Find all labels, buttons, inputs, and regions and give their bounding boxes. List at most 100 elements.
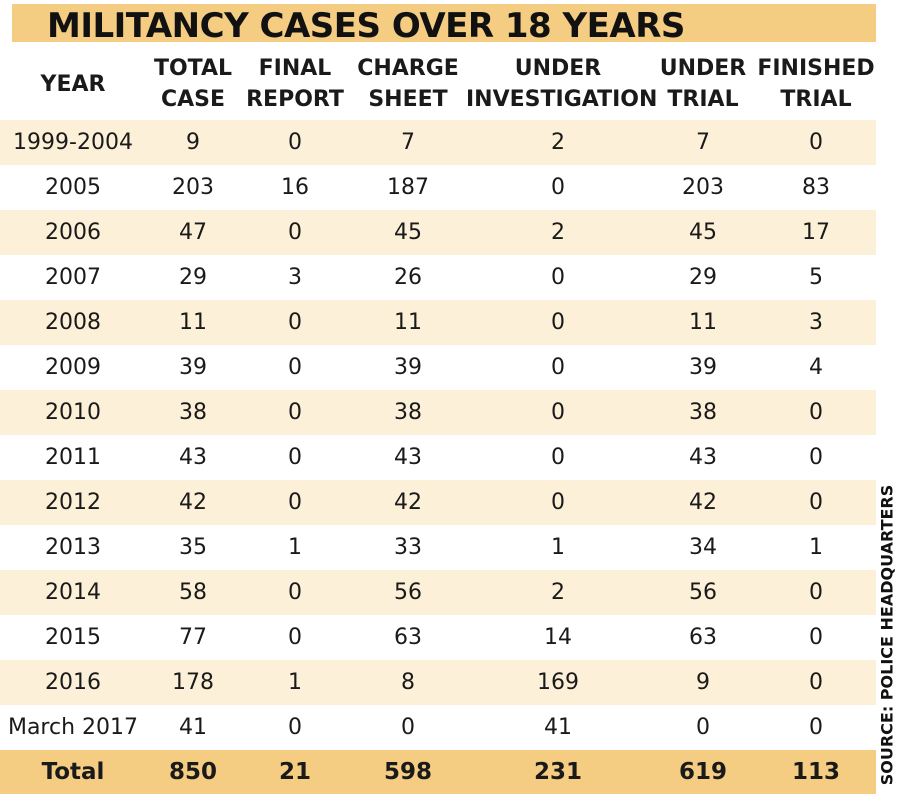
table-footer: Total 850 21 598 231 619 113 — [0, 750, 876, 794]
cell-year: 2009 — [45, 355, 101, 380]
column-header-under-trial: UNDER TRIAL — [659, 56, 747, 112]
cell-under-trial: 7 — [650, 120, 756, 165]
total-cell-year: Total — [0, 750, 146, 794]
page-title: MILITANCY CASES OVER 18 YEARS — [47, 6, 685, 46]
cell-charge-sheet: 63 — [394, 625, 422, 650]
table-row: 2014 58 0 56 2 56 0 — [0, 570, 876, 615]
cell-under-trial: 0 — [696, 715, 710, 740]
cell-year: 2015 — [45, 625, 101, 650]
cell-under-investigation: 2 — [466, 210, 650, 255]
cell-total-case: 35 — [179, 535, 207, 560]
cell-under-investigation: 41 — [544, 715, 572, 740]
cell-under-trial: 9 — [650, 660, 756, 705]
cell-under-investigation: 0 — [551, 175, 565, 200]
table-body: 1999-2004 9 0 7 2 7 0 2005 203 16 187 0 203 83 2006 47 0… — [0, 120, 876, 750]
cell-final-report: 0 — [288, 715, 302, 740]
total-cell-under-investigation: 231 — [466, 750, 650, 794]
source-credit: SOURCE: POLICE HEADQUARTERS — [874, 470, 900, 800]
cell-under-investigation: 0 — [551, 445, 565, 470]
cell-final-report: 0 — [240, 300, 350, 345]
cell-final-report: 1 — [240, 660, 350, 705]
cell-under-trial: 29 — [689, 265, 717, 290]
cell-finished-trial: 0 — [809, 625, 823, 650]
cell-under-investigation: 2 — [466, 570, 650, 615]
cell-finished-trial: 83 — [802, 175, 830, 200]
table-row: 2006 47 0 45 2 45 17 — [0, 210, 876, 255]
cell-finished-trial: 0 — [756, 480, 876, 525]
cell-total-case: 29 — [179, 265, 207, 290]
cell-charge-sheet: 38 — [350, 390, 466, 435]
title-banner: MILITANCY CASES OVER 18 YEARS — [12, 4, 876, 46]
cell-under-trial: 203 — [682, 175, 724, 200]
cell-final-report: 0 — [240, 480, 350, 525]
table-row: 2007 29 3 26 0 29 5 — [0, 255, 876, 300]
cell-charge-sheet: 45 — [350, 210, 466, 255]
cell-total-case: 77 — [179, 625, 207, 650]
cell-finished-trial: 3 — [756, 300, 876, 345]
cell-year: 2013 — [45, 535, 101, 560]
cell-charge-sheet: 7 — [350, 120, 466, 165]
cell-final-report: 0 — [288, 445, 302, 470]
column-header-total-case: TOTAL CASE — [153, 56, 233, 112]
cell-final-report: 0 — [240, 390, 350, 435]
cell-year: March 2017 — [7, 715, 139, 740]
total-cell-finished-trial: 113 — [756, 750, 876, 794]
cell-under-investigation: 0 — [551, 265, 565, 290]
cell-charge-sheet: 11 — [350, 300, 466, 345]
table-row: 2005 203 16 187 0 203 83 — [0, 165, 876, 210]
cell-total-case: 58 — [146, 570, 240, 615]
cell-finished-trial: 17 — [756, 210, 876, 255]
cell-charge-sheet: 33 — [394, 535, 422, 560]
cell-finished-trial: 0 — [809, 445, 823, 470]
cell-charge-sheet: 0 — [401, 715, 415, 740]
cell-year: 2007 — [45, 265, 101, 290]
cell-under-investigation: 169 — [466, 660, 650, 705]
cell-total-case: 47 — [146, 210, 240, 255]
cell-finished-trial: 0 — [756, 660, 876, 705]
total-cell-final-report: 21 — [240, 750, 350, 794]
table-row: 2008 11 0 11 0 11 3 — [0, 300, 876, 345]
cell-total-case: 41 — [179, 715, 207, 740]
cell-final-report: 0 — [240, 570, 350, 615]
cell-under-trial: 43 — [689, 445, 717, 470]
cell-total-case: 38 — [146, 390, 240, 435]
cell-under-investigation: 1 — [551, 535, 565, 560]
total-cell-under-trial: 619 — [650, 750, 756, 794]
cell-finished-trial: 4 — [809, 355, 823, 380]
cell-finished-trial: 0 — [809, 715, 823, 740]
cell-year: 2014 — [0, 570, 146, 615]
cell-year: 2016 — [0, 660, 146, 705]
table-row: 2009 39 0 39 0 39 4 — [0, 345, 876, 390]
cell-total-case: 203 — [172, 175, 214, 200]
cell-under-trial: 11 — [650, 300, 756, 345]
column-header-finished-trial: FINISHED TRIAL — [757, 56, 875, 112]
total-row: Total 850 21 598 231 619 113 — [0, 750, 876, 794]
militancy-cases-table: YEAR TOTAL CASE FINAL REPORT CHARGE SHEET UN… — [0, 48, 876, 794]
table-row: 2012 42 0 42 0 42 0 — [0, 480, 876, 525]
cell-under-investigation: 0 — [466, 300, 650, 345]
cell-year: 2011 — [45, 445, 101, 470]
cell-total-case: 43 — [179, 445, 207, 470]
table-row: 2011 43 0 43 0 43 0 — [0, 435, 876, 480]
cell-total-case: 39 — [179, 355, 207, 380]
cell-under-investigation: 14 — [544, 625, 572, 650]
cell-year: 2006 — [0, 210, 146, 255]
cell-final-report: 0 — [288, 625, 302, 650]
column-header-charge-sheet: CHARGE SHEET — [357, 56, 459, 112]
cell-charge-sheet: 39 — [394, 355, 422, 380]
total-cell-total-case: 850 — [146, 750, 240, 794]
table-row: March 2017 41 0 0 41 0 0 — [0, 705, 876, 750]
cell-under-investigation: 0 — [466, 390, 650, 435]
cell-year: 2005 — [45, 175, 101, 200]
cell-charge-sheet: 187 — [387, 175, 429, 200]
column-header-under-investigation: UNDER INVESTIGATION — [466, 56, 658, 112]
table-row: 2015 77 0 63 14 63 0 — [0, 615, 876, 660]
cell-total-case: 178 — [146, 660, 240, 705]
cell-under-trial: 34 — [689, 535, 717, 560]
cell-under-trial: 42 — [650, 480, 756, 525]
cell-year: 1999-2004 — [0, 120, 146, 165]
table-row: 2010 38 0 38 0 38 0 — [0, 390, 876, 435]
cell-finished-trial: 0 — [756, 390, 876, 435]
cell-under-trial: 39 — [689, 355, 717, 380]
header-row: YEAR TOTAL CASE FINAL REPORT CHARGE SHEET UN… — [0, 48, 876, 120]
